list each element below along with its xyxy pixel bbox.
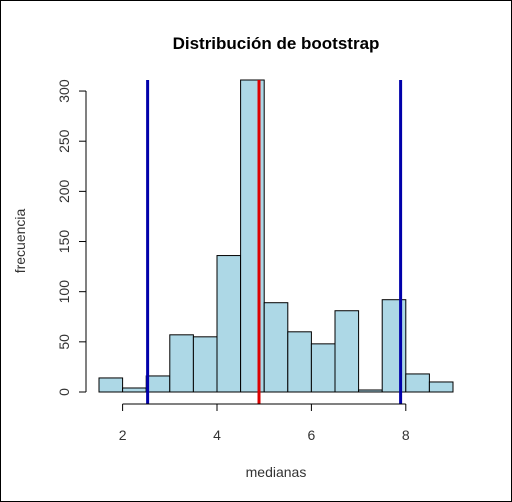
y-tick-label: 150 [56, 230, 72, 254]
y-axis: 0 50 100 150 200 250 300 [56, 79, 87, 396]
histogram-bar-12 [358, 389, 383, 393]
histogram-bar-4 [169, 334, 194, 393]
histogram-bar-7 [240, 79, 265, 393]
histogram-bar-15 [428, 381, 454, 393]
histogram-bar-6 [216, 255, 242, 393]
x-tick-label: 2 [119, 427, 127, 443]
x-axis: 2 4 6 8 [119, 403, 410, 443]
y-tick-label: 250 [56, 129, 72, 153]
y-tick-label: 200 [56, 179, 72, 203]
histogram-bar-11 [334, 310, 360, 393]
y-axis-label: frecuencia [12, 208, 28, 273]
y-tick-label: 0 [56, 388, 72, 396]
histogram-bar-8 [263, 302, 289, 393]
histogram-bar-14 [405, 373, 430, 393]
x-tick-label: 8 [402, 427, 410, 443]
histogram-bar-13 [381, 299, 407, 393]
x-tick-label: 6 [308, 427, 316, 443]
histogram-bar-1 [98, 377, 124, 393]
y-tick-label: 100 [56, 280, 72, 304]
histogram-bar-3 [145, 375, 171, 393]
histogram-bar-5 [192, 336, 218, 393]
histogram-bar-10 [310, 343, 336, 393]
y-tick-label: 300 [56, 79, 72, 103]
histogram-bar-2 [122, 387, 147, 393]
x-tick-label: 4 [213, 427, 221, 443]
y-tick-label: 50 [56, 334, 72, 350]
chart-title: Distribución de bootstrap [173, 34, 380, 53]
x-axis-label: medianas [246, 464, 307, 480]
reference-lines [146, 80, 403, 404]
histogram-bar-9 [287, 331, 312, 393]
